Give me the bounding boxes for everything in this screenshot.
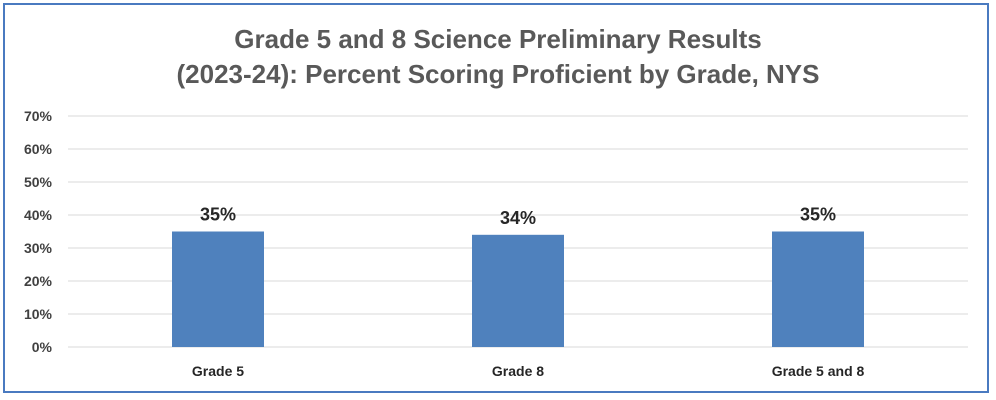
y-axis-tick-labels: 0% 10% 20% 30% 40% 50% 60% 70% [24,108,53,355]
x-category-label: Grade 5 [192,363,244,379]
bars [172,231,864,347]
data-label: 34% [500,208,536,228]
y-tick-label: 70% [24,108,53,124]
y-tick-label: 60% [24,141,53,157]
y-tick-label: 40% [24,207,53,223]
x-category-label: Grade 5 and 8 [772,363,865,379]
y-tick-label: 10% [24,306,53,322]
y-tick-label: 50% [24,174,53,190]
y-tick-label: 0% [32,339,53,355]
bar [772,231,864,347]
chart-title-line-1: Grade 5 and 8 Science Preliminary Result… [234,24,762,54]
data-label: 35% [800,205,836,225]
data-labels: 35% 34% 35% [200,205,836,228]
x-axis-category-labels: Grade 5 Grade 8 Grade 5 and 8 [192,363,865,379]
bar [472,234,564,347]
bar [172,231,264,347]
y-tick-label: 30% [24,240,53,256]
chart-title: Grade 5 and 8 Science Preliminary Result… [0,22,996,92]
chart-title-line-2: (2023-24): Percent Scoring Proficient by… [176,59,820,89]
y-tick-label: 20% [24,273,53,289]
data-label: 35% [200,205,236,225]
x-category-label: Grade 8 [492,363,544,379]
